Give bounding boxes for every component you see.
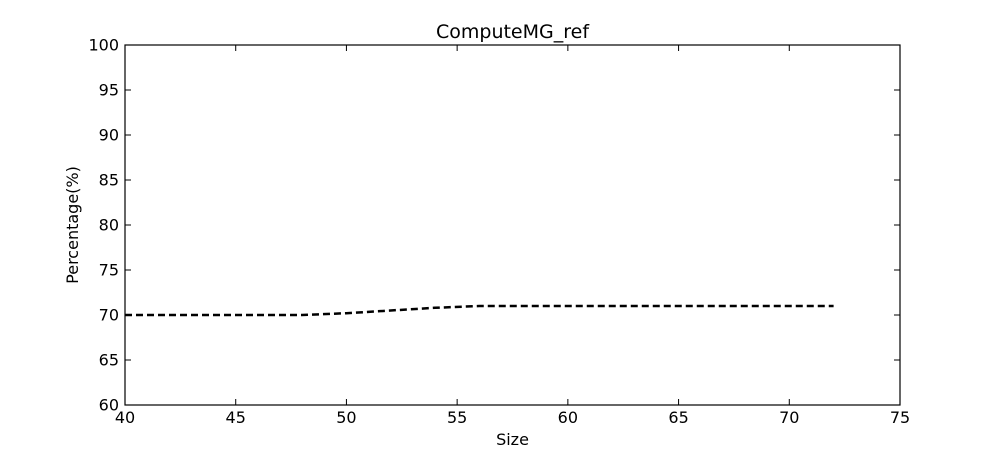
y-tick-label: 75 [99,261,119,280]
x-tick-label: 55 [447,408,467,427]
x-tick-label: 70 [779,408,799,427]
x-tick-label: 60 [558,408,578,427]
y-tick-label: 60 [99,396,119,415]
x-axis-title: Size [496,430,529,449]
x-tick-label: 50 [336,408,356,427]
y-tick-label: 70 [99,306,119,325]
y-tick-label: 95 [99,81,119,100]
x-axis: 40 45 50 55 60 65 70 75 [115,45,910,427]
plot-content [125,304,834,317]
chart-title: ComputeMG_ref [436,21,590,43]
y-axis: 60 65 70 75 80 85 90 95 100 [88,36,900,415]
x-tick-label: 40 [115,408,135,427]
y-tick-label: 80 [99,216,119,235]
series-line [125,304,834,317]
x-tick-label: 45 [226,408,246,427]
x-tick-label: 75 [890,408,910,427]
y-tick-label: 90 [99,126,119,145]
y-axis-title: Percentage(%) [63,166,82,284]
x-tick-label: 65 [668,408,688,427]
y-tick-label: 85 [99,171,119,190]
y-tick-label: 65 [99,351,119,370]
y-tick-label: 100 [88,36,119,55]
